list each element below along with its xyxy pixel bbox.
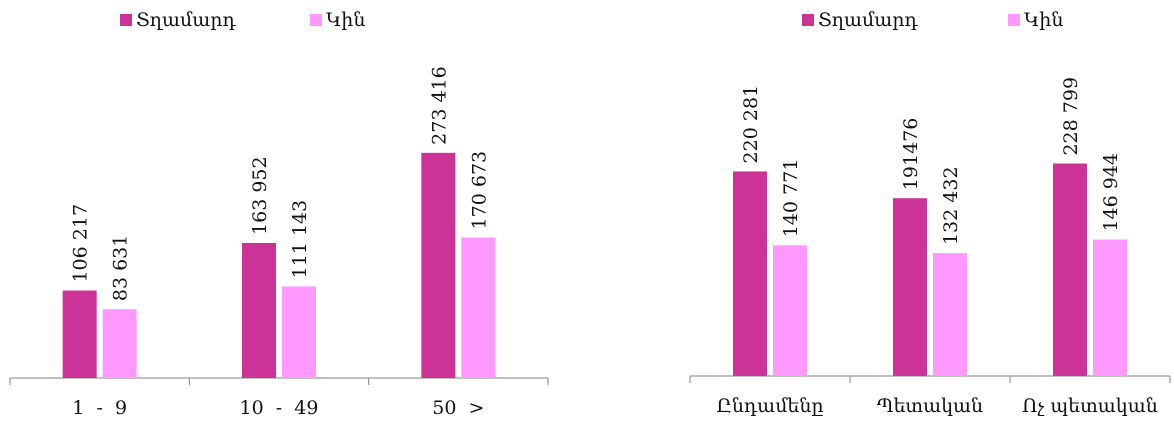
data-label: 228 799 [1060,77,1082,156]
bar [733,171,767,376]
chart-by-ownership: Տղամարդ Կին 220 281 140 771 Ընդամենը 191476 13… [689,9,1171,417]
legend-label: Տղամարդ [136,9,237,31]
data-label: 163 952 [249,156,271,235]
bar [62,290,97,378]
bar [421,152,456,378]
category-label: Ոչ պետական [1022,395,1158,417]
data-label: 111 143 [289,200,311,279]
bar [282,286,316,378]
legend-label: Տղամարդ [818,9,919,31]
chart-by-size: Տղամարդ Կին 106 217 83 631 1 - 9 163 952 111 1… [9,9,549,419]
data-label: 106 217 [70,204,92,283]
legend-swatch [802,14,814,26]
legend-label: Կին [326,9,365,31]
data-label: 273 416 [428,66,450,145]
category-label: 10 - 49 [240,397,319,419]
data-label: 132 432 [940,166,962,245]
data-label: 146 944 [1100,153,1122,232]
legend-swatch [310,14,322,26]
data-label: 191476 [900,118,922,191]
data-label: 220 281 [740,85,762,164]
category-label: 50 > [432,397,484,419]
bar [893,198,927,376]
legend-swatch [1008,14,1020,26]
bar [461,237,496,378]
bar [1093,239,1127,376]
data-label: 170 673 [468,151,490,230]
legend-label: Կին [1024,9,1063,31]
bar [1053,163,1087,376]
category-label: 1 - 9 [72,397,127,419]
category-label: Ընդամենը [716,395,823,417]
data-label: 140 771 [780,159,802,238]
bar [102,309,137,378]
bar [773,245,807,376]
category-label: Պետական [877,395,983,417]
bar [242,242,276,378]
bar [933,253,967,376]
legend-swatch [120,14,132,26]
data-label: 83 631 [110,235,132,301]
